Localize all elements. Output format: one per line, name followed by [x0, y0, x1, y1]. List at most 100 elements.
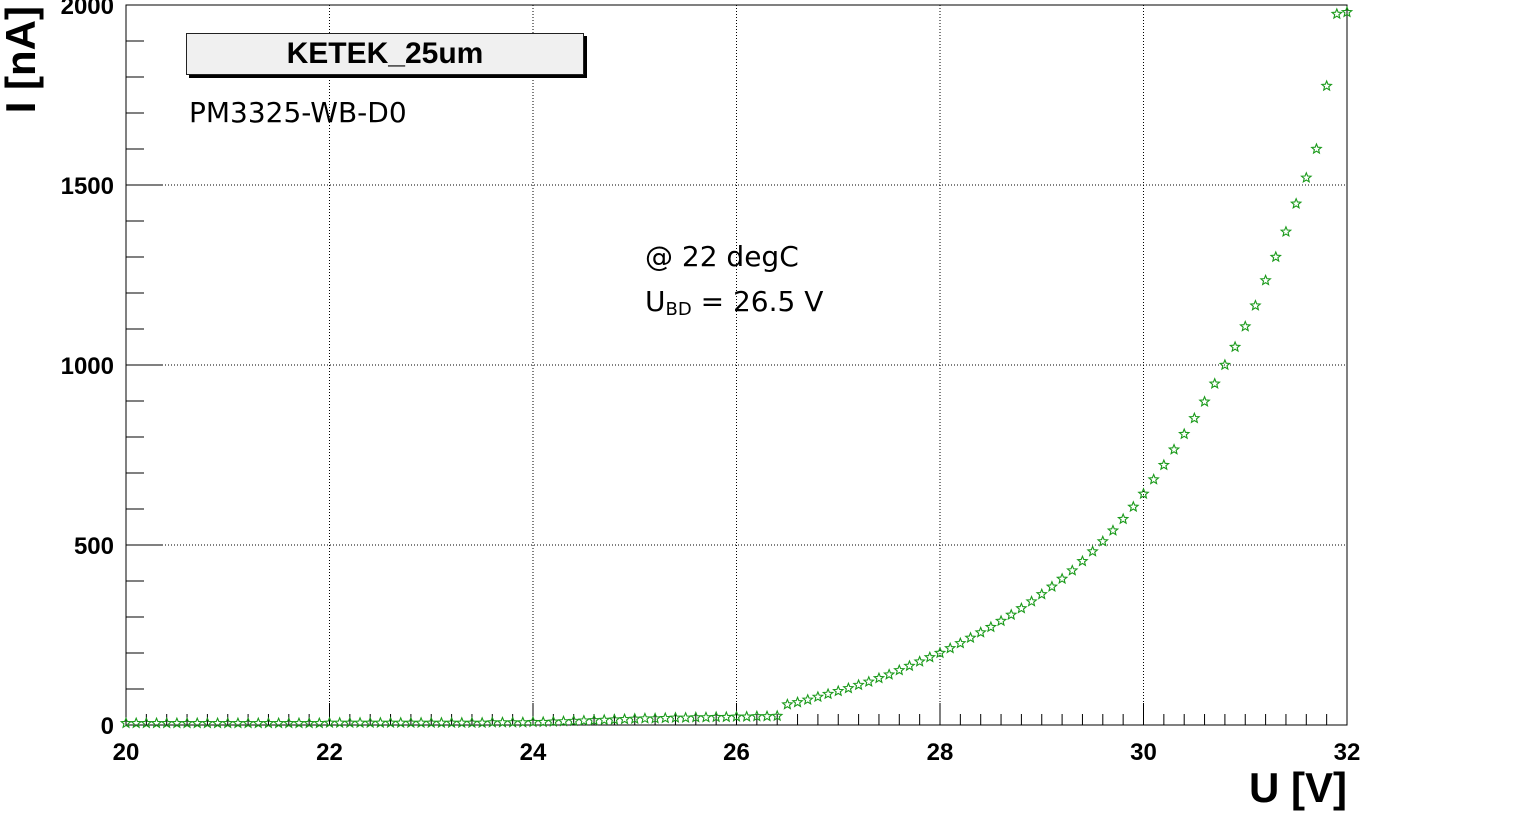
data-point [720, 710, 733, 723]
data-point [292, 716, 306, 729]
data-point [1340, 5, 1354, 18]
data-point [1167, 443, 1181, 455]
data-point [628, 712, 641, 725]
breakdown-value: = 26.5 V [691, 285, 824, 318]
data-point [821, 687, 835, 700]
x-tick-label: 28 [927, 739, 954, 766]
device-label: PM3325-WB-D0 [189, 96, 407, 129]
data-point [893, 663, 906, 676]
data-point [526, 715, 540, 728]
data-point [191, 716, 204, 729]
data-point [211, 716, 224, 729]
data-point [669, 711, 682, 724]
data-point [1239, 320, 1252, 332]
data-point [598, 713, 611, 726]
data-point [1178, 427, 1191, 440]
data-point [1076, 554, 1089, 567]
y-tick-label: 1500 [61, 173, 114, 200]
data-point [984, 620, 998, 633]
breakdown-subscript: BD [665, 299, 692, 320]
data-point [913, 655, 926, 667]
x-tick-label: 26 [723, 739, 750, 766]
data-point [842, 681, 855, 694]
y-tick-label: 0 [101, 713, 114, 740]
data-point [119, 716, 133, 729]
data-point [231, 716, 245, 729]
data-point [516, 716, 529, 728]
data-point [1188, 411, 1201, 424]
data-point [679, 711, 692, 724]
data-point [933, 646, 947, 659]
data-point [964, 631, 977, 644]
data-point [475, 716, 489, 729]
data-point [1005, 608, 1018, 621]
data-point [547, 715, 560, 728]
data-point [1228, 340, 1242, 353]
data-point [1259, 273, 1272, 286]
data-point [343, 716, 357, 729]
data-point [1106, 524, 1120, 536]
data-point [730, 710, 743, 722]
data-point [1157, 458, 1171, 471]
data-point [130, 716, 143, 729]
data-point [302, 716, 316, 729]
data-point [262, 716, 275, 729]
data-point [414, 716, 428, 729]
temperature-annotation: @ 22 degC [645, 240, 799, 273]
data-point [1208, 377, 1221, 389]
x-tick-label: 32 [1334, 739, 1361, 766]
data-point [862, 675, 875, 688]
data-point [445, 716, 458, 729]
data-point [1025, 595, 1038, 607]
data-point [1147, 473, 1160, 485]
data-point [1137, 487, 1150, 500]
data-point [404, 716, 418, 729]
data-point [1279, 225, 1293, 238]
data-point [252, 716, 265, 729]
data-point [272, 716, 285, 729]
data-point [1015, 601, 1028, 614]
data-point [648, 712, 662, 724]
data-point [1310, 142, 1323, 155]
data-point [1096, 534, 1109, 547]
data-point [872, 671, 886, 684]
data-point [954, 636, 967, 649]
data-point [740, 710, 753, 722]
data-point [638, 712, 652, 724]
data-point [1035, 587, 1048, 600]
data-point [567, 714, 580, 727]
data-point [781, 698, 794, 710]
y-tick-label: 500 [74, 533, 114, 560]
data-point [313, 716, 326, 729]
data-point [353, 716, 367, 729]
data-point [1198, 395, 1211, 407]
data-point [537, 715, 550, 728]
chart-title: KETEK_25um [186, 33, 584, 75]
data-point [221, 716, 234, 729]
data-point [974, 626, 987, 638]
x-tick-label: 30 [1130, 739, 1157, 766]
data-point [465, 716, 479, 729]
data-point [608, 713, 621, 725]
data-point [1300, 171, 1313, 184]
data-point [1127, 500, 1140, 513]
data-point [709, 710, 723, 723]
data-point [659, 711, 672, 724]
data-point [832, 684, 845, 697]
data-point [455, 716, 468, 729]
data-point [435, 716, 448, 729]
data-point [1045, 580, 1059, 593]
breakdown-symbol: U [645, 285, 666, 318]
data-point [771, 709, 784, 722]
x-tick-label: 22 [316, 739, 343, 766]
data-point [1269, 250, 1282, 263]
data-point [923, 650, 936, 663]
data-point [791, 695, 804, 708]
data-point [944, 641, 957, 654]
data-point [506, 716, 519, 728]
data-point [180, 716, 194, 729]
x-tick-label: 24 [520, 739, 547, 766]
data-point [1055, 572, 1069, 585]
data-point [384, 716, 397, 729]
